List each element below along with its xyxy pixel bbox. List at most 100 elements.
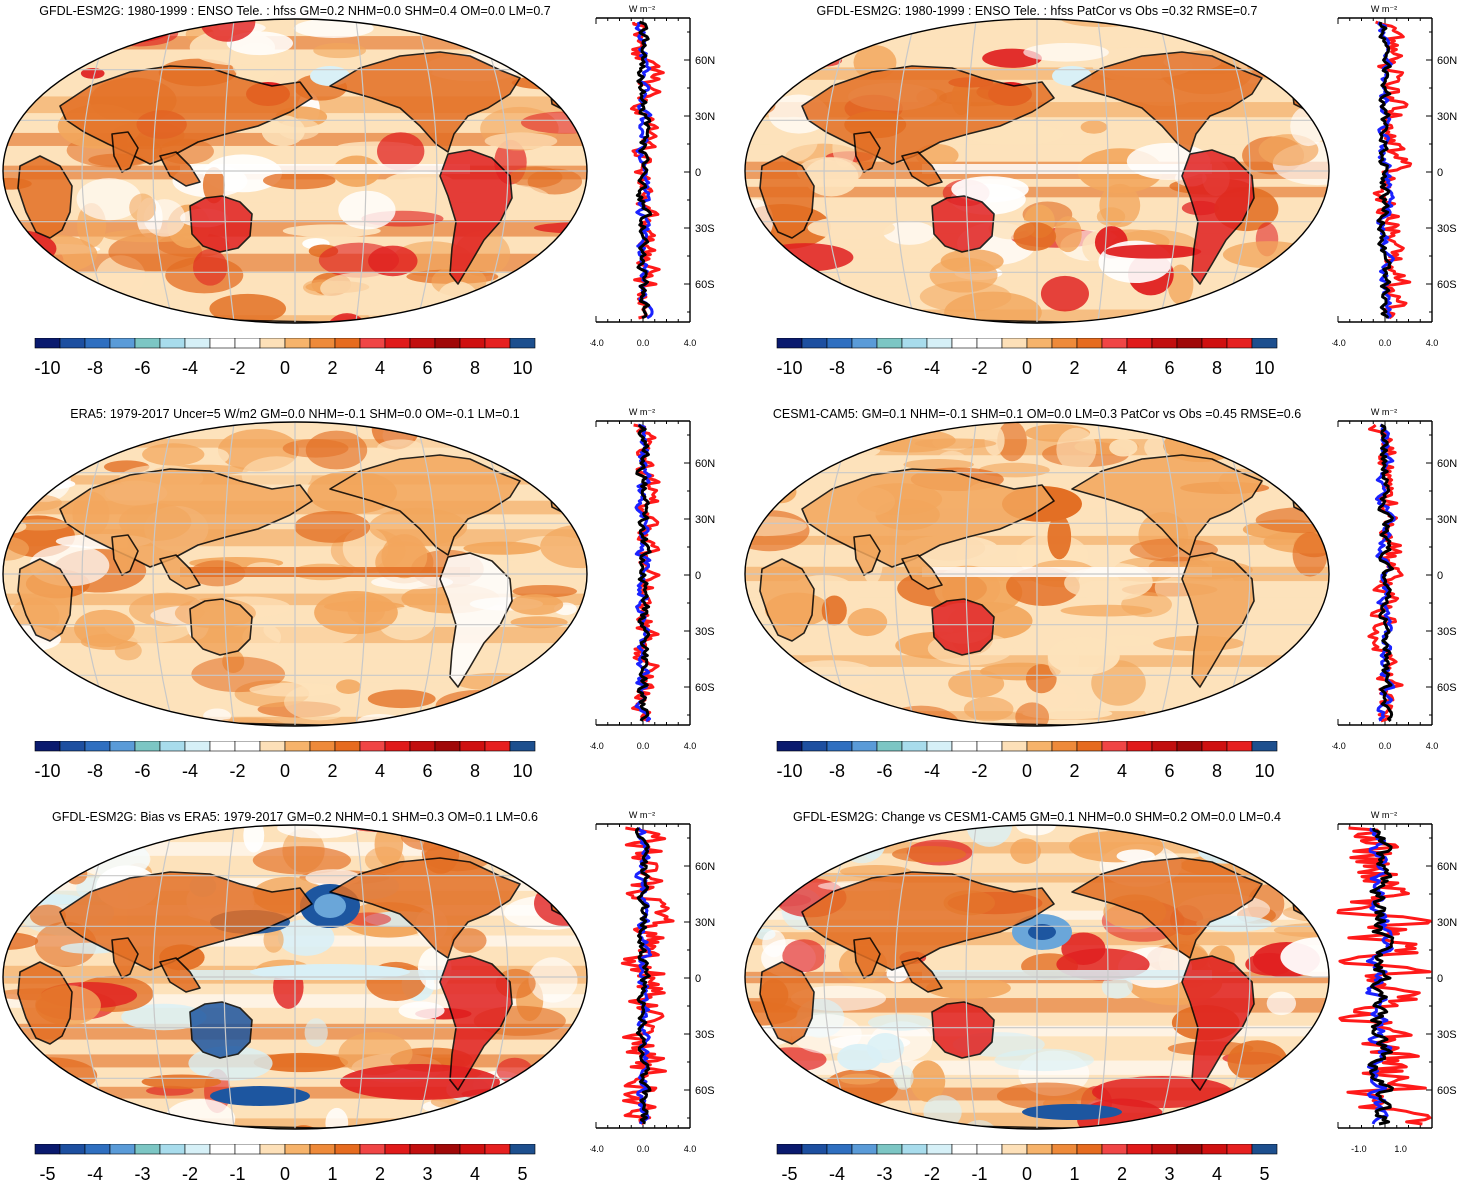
colorbar-swatch <box>359 338 386 349</box>
colorbar-swatch <box>1001 338 1028 349</box>
coastline-greenland <box>1246 841 1303 877</box>
colorbar-label: 4 <box>375 358 385 378</box>
coastline-southamerica <box>439 552 513 688</box>
colorbar-label: 2 <box>375 1164 385 1184</box>
map-plot <box>744 18 1330 324</box>
profile-line-black <box>1367 827 1395 1126</box>
colorbar-label: 2 <box>327 761 337 781</box>
map-field <box>3 825 587 1129</box>
profile-units: W m⁻² <box>1371 810 1397 820</box>
colorbar-swatch <box>1151 338 1178 349</box>
colorbar-swatch <box>409 338 436 349</box>
colorbar-swatch <box>34 741 61 752</box>
profile-x-tick-label: 0.0 <box>637 741 650 751</box>
colorbar-swatch <box>34 338 61 349</box>
colorbar-swatch <box>459 338 486 349</box>
colorbar-swatch <box>826 1144 853 1155</box>
profile-x-tick-label: 0.0 <box>637 1144 650 1154</box>
colorbar-swatch <box>234 1144 261 1155</box>
coastline-india <box>111 534 139 576</box>
panel-title: ERA5: 1979-2017 Uncer=5 W/m2 GM=0.0 NHM=… <box>70 407 520 421</box>
colorbar-label: 2 <box>1117 1164 1127 1184</box>
panel-title: GFDL-ESM2G: Bias vs ERA5: 1979-2017 GM=0… <box>52 810 538 824</box>
panel-gfdl-change: GFDL-ESM2G: Change vs CESM1-CAM5 GM=0.1 … <box>742 806 1483 1201</box>
coastline-india <box>853 534 881 576</box>
colorbar-label: 10 <box>512 761 532 781</box>
colorbar-swatch <box>384 741 411 752</box>
colorbar-swatch <box>509 741 536 752</box>
colorbar-swatch <box>901 741 928 752</box>
colorbar-swatch <box>309 741 336 752</box>
colorbar-swatch <box>109 741 136 752</box>
colorbar-swatch <box>159 1144 186 1155</box>
colorbar-label: -8 <box>87 761 103 781</box>
coastline-australia <box>931 598 995 656</box>
profile-x-tick-label: 4.0 <box>1426 741 1439 751</box>
colorbar-label: -3 <box>876 1164 892 1184</box>
colorbar-swatch <box>801 1144 828 1155</box>
map-border <box>2 421 588 727</box>
colorbar-swatch <box>134 338 161 349</box>
colorbar-swatch <box>876 338 903 349</box>
colorbar-swatch <box>776 1144 803 1155</box>
colorbar-swatch <box>259 338 286 349</box>
lat-tick-label: 0 <box>1437 973 1443 985</box>
colorbar-swatch <box>1226 338 1253 349</box>
zonal-mean-profile: W m⁻² 60N 30N 0 30S 60S -1.0 1.0 <box>1336 810 1457 1154</box>
map-border <box>744 824 1330 1130</box>
lat-tick-label: 0 <box>1437 167 1443 179</box>
map-border <box>2 18 588 324</box>
lat-tick-label: 30S <box>1437 1029 1457 1041</box>
lat-tick-label: 0 <box>695 973 701 985</box>
coastline-africa <box>759 558 815 642</box>
zonal-mean-profile: W m⁻² 60N 30N 0 30S 60S -4.0 0.0 4.0 <box>1332 407 1457 751</box>
profile-x-tick-label: 0.0 <box>1379 338 1392 348</box>
lat-tick-label: 30S <box>695 223 715 235</box>
colorbar-swatch <box>309 338 336 349</box>
colorbar-label: 6 <box>422 761 432 781</box>
coastline-africa <box>17 961 73 1045</box>
colorbar-swatch <box>1101 741 1128 752</box>
colorbar-swatch <box>509 338 536 349</box>
colorbar-label: -8 <box>829 358 845 378</box>
colorbar-swatch <box>951 338 978 349</box>
colorbar-swatch <box>801 741 828 752</box>
lat-tick-label: 60S <box>695 1085 715 1097</box>
colorbar-label: -4 <box>924 358 940 378</box>
lat-tick-label: 30S <box>1437 626 1457 638</box>
panel-title: GFDL-ESM2G: 1980-1999 : ENSO Tele. : hfs… <box>816 4 1258 18</box>
colorbar-label: 3 <box>422 1164 432 1184</box>
lat-tick-label: 0 <box>695 167 701 179</box>
colorbar-swatch <box>509 1144 536 1155</box>
colorbar-swatch <box>1026 1144 1053 1155</box>
profile-line-red <box>630 21 665 320</box>
colorbar-swatch <box>259 741 286 752</box>
colorbar-swatch <box>926 1144 953 1155</box>
panel-gfdl-enso-tele: GFDL-ESM2G: 1980-1999 : ENSO Tele. : hfs… <box>0 0 741 395</box>
colorbar-swatch <box>1126 741 1153 752</box>
lat-tick-label: 60S <box>1437 1085 1457 1097</box>
colorbar-swatch <box>34 1144 61 1155</box>
colorbar-swatch <box>234 741 261 752</box>
colorbar-swatch <box>1026 741 1053 752</box>
colorbar-swatch <box>1251 741 1278 752</box>
coastline-seasia <box>901 957 943 993</box>
colorbar-label: -1 <box>971 1164 987 1184</box>
colorbar-label: -4 <box>182 358 198 378</box>
zonal-mean-profile: W m⁻² 60N 30N 0 30S 60S -4.0 0.0 4.0 <box>590 4 715 348</box>
colorbar-swatch <box>384 1144 411 1155</box>
colorbar-swatch <box>334 741 361 752</box>
colorbar-swatch <box>1201 1144 1228 1155</box>
lat-tick-label: 30S <box>695 626 715 638</box>
coastline-greenland <box>1246 438 1303 474</box>
colorbar-label: -2 <box>229 358 245 378</box>
colorbar-label: 0 <box>280 358 290 378</box>
colorbar-swatch <box>1101 338 1128 349</box>
lat-tick-label: 30N <box>1437 917 1457 929</box>
map-plot <box>744 421 1330 727</box>
coastline-australia <box>931 195 995 253</box>
colorbar-swatch <box>234 338 261 349</box>
colorbar-swatch <box>776 338 803 349</box>
panel-cesm1-cam5: CESM1-CAM5: GM=0.1 NHM=-0.1 SHM=0.1 OM=0… <box>742 403 1483 798</box>
colorbar-swatch <box>851 1144 878 1155</box>
